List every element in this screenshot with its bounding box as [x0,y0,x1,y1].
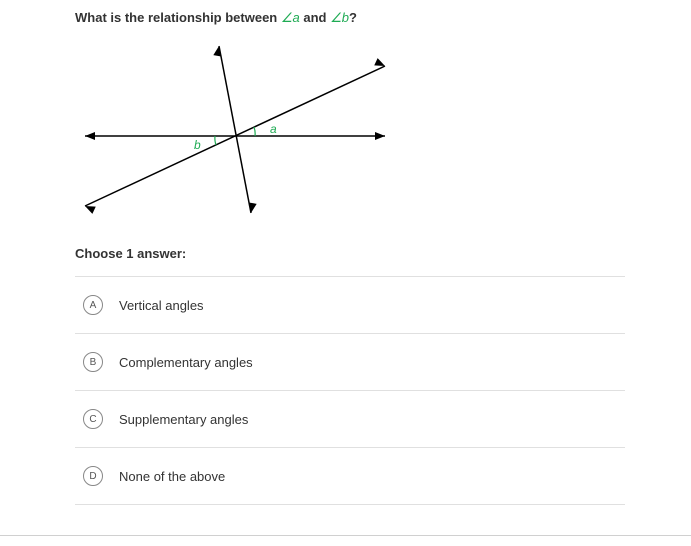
question-text: What is the relationship between ∠a and … [75,10,625,26]
question-suffix: ? [349,10,357,25]
answer-option-b[interactable]: B Complementary angles [75,334,625,391]
svg-text:a: a [270,122,277,136]
angle-diagram: ab [75,41,625,226]
answer-option-c[interactable]: C Supplementary angles [75,391,625,448]
choose-label: Choose 1 answer: [75,246,625,261]
svg-text:b: b [194,138,201,152]
answer-option-d[interactable]: D None of the above [75,448,625,505]
answer-letter: C [83,409,103,429]
question-prefix: What is the relationship between [75,10,281,25]
answer-letter: B [83,352,103,372]
answer-letter: D [83,466,103,486]
answer-letter: A [83,295,103,315]
answers-list: A Vertical angles B Complementary angles C Su… [75,276,625,505]
answer-text: Vertical angles [119,298,204,313]
question-connector: and [300,10,330,25]
bottom-divider [0,535,691,536]
answer-text: Complementary angles [119,355,253,370]
answer-option-a[interactable]: A Vertical angles [75,277,625,334]
angle-a-symbol: ∠a [281,10,300,25]
diagram-svg: ab [75,41,395,221]
angle-b-symbol: ∠b [330,10,349,25]
answer-text: None of the above [119,469,225,484]
answer-text: Supplementary angles [119,412,248,427]
